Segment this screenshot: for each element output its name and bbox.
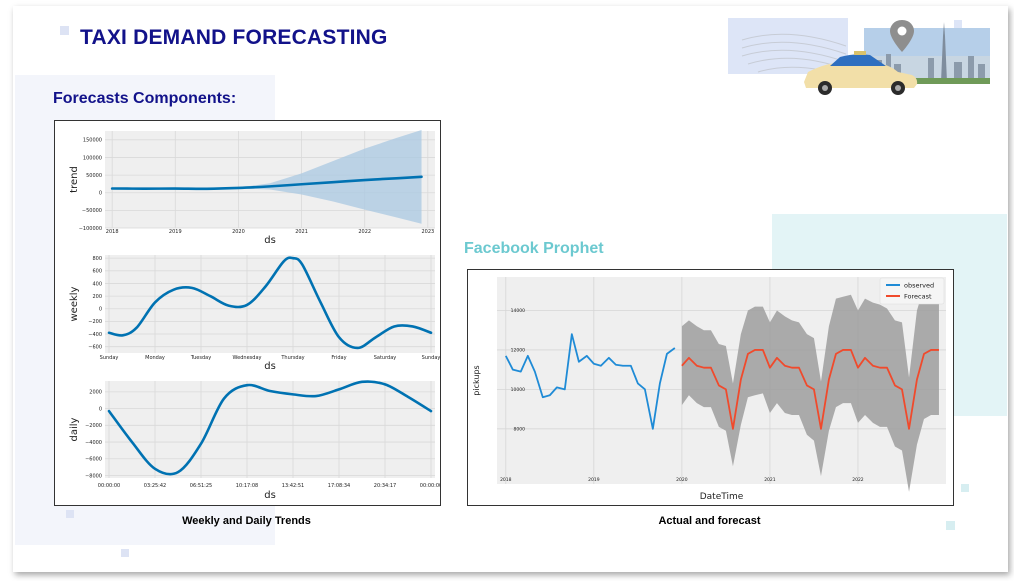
daily-panel-x-axis-label: ds	[264, 490, 276, 501]
forecast-chart-svg: 2018 2019 2020 2021 2022 8000 10000 12000 14000 D…	[472, 277, 946, 502]
trend-panel-x-tick-label: 2020	[232, 229, 245, 235]
trend-panel-x-tick-label: 2022	[358, 229, 371, 235]
trend-panel-x-tick-label: 2021	[295, 229, 308, 235]
prophet-label: Facebook Prophet	[464, 240, 604, 257]
trend-panel-y-tick-label: −50000	[82, 208, 102, 214]
forecast-x-tick-label: 2018	[500, 477, 512, 483]
taxi-car-icon	[804, 51, 918, 95]
daily-panel-x-tick-label: 00:00:00	[420, 483, 440, 489]
observed-series-line	[505, 333, 676, 430]
trend-panel-y-tick-label: −100000	[79, 226, 102, 232]
forecast-x-tick-label: 2021	[764, 477, 776, 483]
weekly-panel-x-tick-label: Thursday	[280, 355, 304, 361]
forecast-series-line	[681, 349, 939, 430]
weekly-panel-series-line	[107, 256, 433, 350]
daily-panel-x-tick-label: 00:00:00	[98, 483, 120, 489]
weekly-panel-y-tick-label: −400	[88, 332, 102, 338]
decor-square-1	[60, 26, 69, 35]
map-pin-icon	[890, 20, 914, 52]
forecast-y-axis-label: pickups	[472, 365, 481, 395]
daily-panel-x-tick-label: 10:17:08	[236, 483, 258, 489]
daily-panel-y-tick-label: −6000	[85, 457, 102, 463]
taxi-city-illustration	[728, 18, 990, 95]
weekly-panel-x-tick-label: Saturday	[374, 355, 397, 361]
daily-panel-x-tick-label: 03:25:42	[144, 483, 166, 489]
forecast-chart: 2018 2019 2020 2021 2022 8000 10000 12000 14000 D…	[467, 269, 954, 506]
forecast-y-tick-label: 14000	[511, 308, 525, 314]
weekly-panel-x-tick-label: Friday	[331, 355, 346, 361]
forecast-x-tick-label: 2020	[676, 477, 688, 483]
daily-panel-series-line	[107, 380, 433, 476]
right-caption: Actual and forecast	[658, 515, 761, 527]
daily-panel-plot-area	[105, 381, 435, 478]
daily-panel-y-axis-label: daily	[69, 417, 80, 441]
weekly-panel-y-tick-label: −200	[88, 319, 102, 325]
weekly-panel-x-axis-label: ds	[264, 361, 276, 372]
daily-panel-y-tick-label: −4000	[85, 440, 102, 446]
trend-panel-x-tick-label: 2018	[106, 229, 119, 235]
forecast-y-tick-label: 8000	[514, 426, 526, 432]
weekly-panel-y-tick-label: 200	[92, 294, 102, 300]
forecast-x-axis-label: DateTime	[700, 492, 744, 502]
trend-panel-y-axis-label: trend	[69, 166, 80, 193]
section-subtitle: Forecasts Components:	[53, 90, 237, 107]
trend-panel-series-line	[110, 175, 423, 191]
forecast-legend: observed Forecast	[879, 277, 945, 305]
weekly-panel-y-tick-label: 800	[92, 256, 102, 262]
decor-square-2	[66, 510, 74, 518]
weekly-panel-plot-area	[105, 255, 435, 353]
trend-panel-y-tick-label: 0	[99, 191, 102, 197]
trend-panel-y-tick-label: 100000	[83, 155, 102, 161]
weekly-panel-x-tick-label: Wednesday	[233, 355, 262, 361]
daily-panel-y-tick-label: −8000	[85, 473, 102, 479]
legend-label-forecast: Forecast	[904, 293, 932, 301]
daily-panel-x-tick-label: 06:51:25	[190, 483, 212, 489]
weekly-panel-x-tick-label: Sunday	[100, 355, 119, 361]
weekly-panel-x-tick-label: Monday	[145, 355, 165, 361]
weekly-panel-x-tick-label: Sunday	[422, 355, 440, 361]
daily-panel-x-tick-label: 13:42:51	[282, 483, 304, 489]
weekly-panel-y-tick-label: 600	[92, 269, 102, 275]
slide-title: TAXI DEMAND FORECASTING	[80, 26, 388, 49]
forecast-x-tick-label: 2022	[852, 477, 864, 483]
trend-panel-y-tick-label: 50000	[86, 173, 102, 179]
trend-uncertainty-band	[112, 129, 422, 224]
trend-panel-x-tick-label: 2019	[169, 229, 182, 235]
daily-panel-y-tick-label: −2000	[85, 423, 102, 429]
legend-label-observed: observed	[904, 282, 934, 290]
components-chart-svg: 2018 2019 2020 2021 2022 2023 −100000 −50000 0 50…	[69, 129, 442, 501]
forecast-y-tick-label: 10000	[511, 387, 525, 393]
weekly-panel-x-tick-label: Tuesday	[190, 355, 211, 361]
daily-panel-y-tick-label: 0	[99, 406, 102, 412]
daily-panel-y-tick-label: 2000	[89, 390, 102, 396]
weekly-panel-y-tick-label: 0	[99, 307, 102, 313]
decor-square-3	[121, 549, 129, 557]
weekly-panel-y-tick-label: −600	[88, 344, 102, 350]
trend-panel-y-tick-label: 150000	[83, 138, 102, 144]
daily-panel-x-tick-label: 17:08:34	[328, 483, 350, 489]
trend-panel-x-axis-label: ds	[264, 235, 276, 246]
left-caption: Weekly and Daily Trends	[182, 515, 311, 527]
trend-panel-x-tick-label: 2023	[421, 229, 434, 235]
weekly-panel-y-tick-label: 400	[92, 281, 102, 287]
components-chart: 2018 2019 2020 2021 2022 2023 −100000 −50000 0 50…	[54, 120, 442, 506]
decor-square-4	[946, 521, 955, 530]
forecast-y-tick-label: 12000	[511, 348, 525, 354]
forecast-x-tick-label: 2019	[588, 477, 600, 483]
weekly-panel-y-axis-label: weekly	[69, 286, 80, 321]
daily-panel-x-tick-label: 20:34:17	[374, 483, 396, 489]
decor-square-5	[961, 484, 969, 492]
